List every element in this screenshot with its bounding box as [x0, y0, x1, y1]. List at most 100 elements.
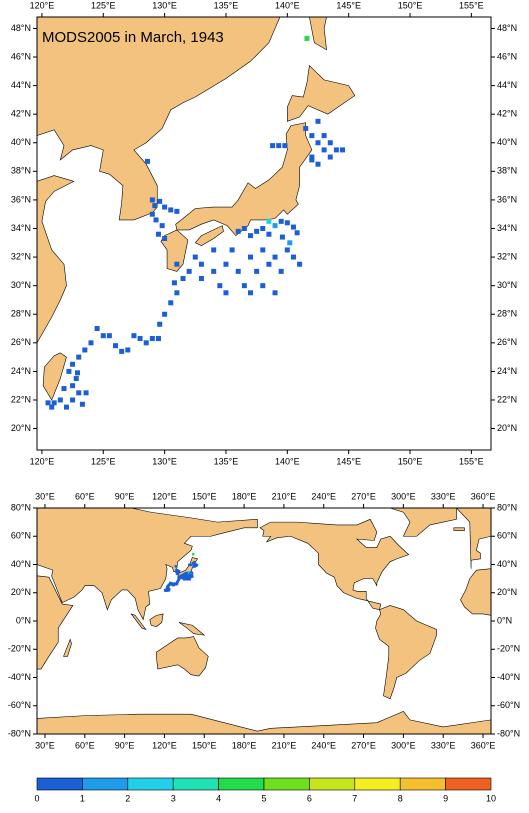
- observation: [198, 276, 204, 282]
- observation: [278, 218, 284, 224]
- x-tick-label: 210°E: [272, 491, 297, 501]
- observation: [153, 217, 159, 223]
- observation: [167, 585, 170, 589]
- colorbar-bin: [82, 777, 129, 791]
- x-tick-label: 240°E: [311, 740, 336, 750]
- observation: [294, 230, 300, 236]
- observation: [76, 354, 82, 360]
- land: [390, 508, 457, 537]
- observation: [79, 401, 85, 407]
- observation: [63, 404, 69, 410]
- land: [194, 225, 224, 246]
- land: [460, 568, 491, 616]
- observation: [162, 311, 168, 317]
- observation: [70, 383, 76, 389]
- observation: [152, 203, 158, 209]
- y-tick-label: -60°N: [497, 700, 520, 710]
- y-tick-label: 32°N: [497, 251, 517, 261]
- observation: [94, 326, 100, 332]
- x-tick-label: 135°E: [214, 456, 239, 466]
- x-tick-label: 240°E: [311, 491, 336, 501]
- y-tick-label: 38°N: [497, 166, 517, 176]
- observation: [270, 143, 276, 149]
- y-tick-label: 46°N: [11, 51, 31, 61]
- observation: [131, 333, 137, 339]
- y-tick-label: 20°N: [497, 423, 517, 433]
- observation: [303, 125, 309, 131]
- x-tick-label: 120°E: [30, 456, 55, 466]
- observation: [290, 224, 296, 230]
- observation: [189, 575, 192, 579]
- observation: [309, 157, 315, 163]
- observation: [70, 397, 76, 403]
- observation: [223, 261, 229, 267]
- observation: [254, 228, 260, 234]
- observation: [177, 570, 181, 573]
- land: [287, 64, 356, 122]
- x-tick-label: 120°E: [30, 0, 55, 10]
- observation: [164, 589, 167, 592]
- y-tick-label: 36°N: [497, 194, 517, 204]
- observation: [187, 571, 191, 574]
- observation: [189, 563, 192, 567]
- observation: [266, 231, 272, 237]
- observation: [82, 347, 88, 353]
- x-tick-label: 90°E: [115, 740, 135, 750]
- x-tick-label: 120°E: [152, 491, 177, 501]
- observation: [180, 276, 186, 282]
- observation: [175, 582, 179, 586]
- x-tick-label: 155°E: [459, 0, 484, 10]
- observation: [340, 147, 346, 153]
- observation: [173, 582, 176, 585]
- observation: [149, 336, 155, 342]
- colorbar-label: 2: [125, 793, 130, 803]
- observation: [183, 578, 186, 581]
- land: [37, 175, 75, 344]
- x-tick-label: 30°E: [35, 491, 55, 501]
- observation: [113, 343, 119, 349]
- chart-title: MODS2005 in March, 1943: [42, 29, 224, 46]
- x-tick-label: 120°E: [152, 740, 177, 750]
- x-tick-label: 270°E: [351, 740, 376, 750]
- x-tick-label: 60°E: [75, 740, 95, 750]
- observation: [88, 340, 94, 346]
- observation: [159, 223, 165, 229]
- colorbar-bin: [399, 777, 446, 791]
- colorbar-bin: [218, 777, 265, 791]
- observation: [155, 336, 161, 342]
- land: [309, 17, 327, 51]
- x-tick-label: 300°E: [391, 740, 416, 750]
- observation: [297, 261, 303, 267]
- colorbar-bin: [172, 777, 219, 791]
- x-tick-label: 125°E: [91, 0, 116, 10]
- observation: [327, 140, 333, 146]
- y-tick-label: 32°N: [11, 251, 31, 261]
- observation: [168, 207, 174, 213]
- observation: [165, 587, 169, 591]
- observation: [223, 290, 229, 296]
- y-tick-label: 28°N: [11, 309, 31, 319]
- y-tick-label: 44°N: [11, 80, 31, 90]
- land: [456, 508, 491, 569]
- observation: [185, 574, 189, 578]
- observation: [241, 283, 247, 289]
- observation: [70, 361, 76, 367]
- colorbar-label: 9: [443, 793, 448, 803]
- y-tick-label: 60°N: [11, 531, 31, 541]
- observation: [186, 268, 192, 274]
- observation: [217, 283, 223, 289]
- observation: [74, 370, 80, 376]
- y-tick-label: 20°N: [497, 587, 517, 597]
- observation: [192, 254, 198, 260]
- observation: [276, 143, 282, 149]
- observation: [187, 573, 190, 577]
- observation: [272, 254, 278, 260]
- y-tick-label: 20°N: [11, 587, 31, 597]
- observation: [137, 336, 143, 342]
- observation: [183, 573, 187, 577]
- observation: [278, 268, 284, 274]
- colorbar-label: 5: [261, 793, 266, 803]
- observation: [174, 290, 180, 296]
- observation: [76, 390, 82, 396]
